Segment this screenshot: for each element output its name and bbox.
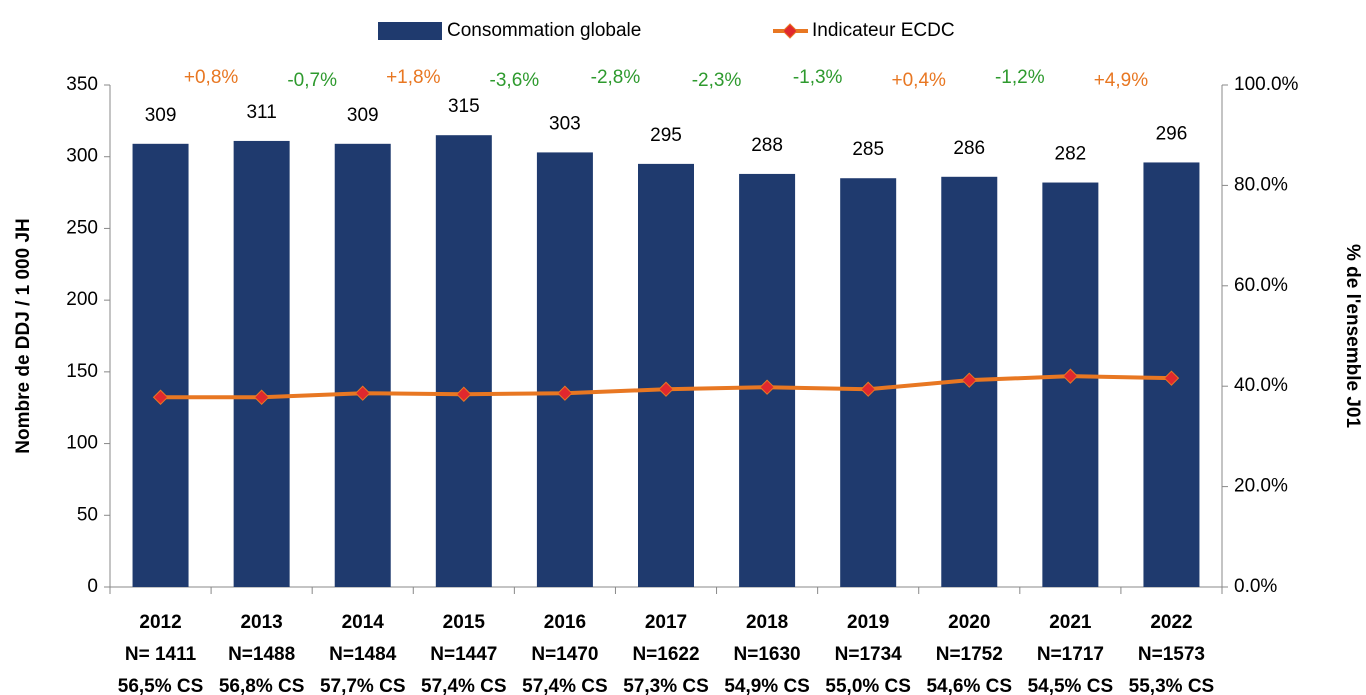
- y2-tick-label: 0.0%: [1234, 576, 1277, 597]
- line-marker: [759, 379, 775, 395]
- x-cs-label: 57,4% CS: [522, 676, 608, 695]
- y-tick-label: 350: [66, 74, 98, 95]
- change-annotation: -2,3%: [692, 70, 742, 91]
- bar-value-label: 288: [751, 135, 783, 156]
- y-axis-title: Nombre de DDJ / 1 000 JH: [13, 218, 34, 453]
- bar-value-label: 296: [1156, 123, 1188, 144]
- x-n-label: N=1630: [734, 644, 801, 665]
- x-n-label: N=1484: [329, 644, 397, 665]
- change-annotation: +0,4%: [892, 70, 947, 91]
- y-tick-label: 150: [66, 361, 98, 382]
- line-marker: [1163, 370, 1180, 386]
- x-n-label: N=1752: [936, 644, 1003, 665]
- legend-label: Consommation globale: [447, 20, 641, 41]
- change-annotation: -1,3%: [793, 67, 843, 88]
- x-tick-label: 2019: [847, 612, 889, 633]
- line-marker: [557, 385, 573, 401]
- y-tick-label: 200: [66, 289, 98, 310]
- line-marker: [1062, 368, 1079, 384]
- x-n-label: N=1447: [430, 644, 497, 665]
- x-n-label: N=1470: [531, 644, 598, 665]
- x-tick-label: 2013: [240, 612, 282, 633]
- x-tick-label: 2020: [948, 612, 990, 633]
- x-tick-label: 2016: [544, 612, 586, 633]
- x-cs-label: 57,4% CS: [421, 676, 507, 695]
- bar: [435, 135, 492, 587]
- x-n-label: N=1734: [835, 644, 903, 665]
- line-marker: [658, 381, 674, 397]
- x-n-label: N=1622: [632, 644, 699, 665]
- x-cs-label: 55,0% CS: [825, 676, 911, 695]
- change-annotation: -3,6%: [490, 70, 540, 91]
- bar-value-label: 309: [145, 105, 177, 126]
- x-cs-label: 55,3% CS: [1129, 676, 1215, 695]
- x-cs-label: 56,5% CS: [118, 676, 204, 695]
- x-n-label: N=1717: [1037, 644, 1104, 665]
- x-cs-label: 56,8% CS: [219, 676, 305, 695]
- x-tick-label: 2018: [746, 612, 788, 633]
- bar-value-label: 282: [1055, 144, 1087, 165]
- bar: [233, 140, 290, 588]
- y-tick-label: 250: [66, 217, 98, 238]
- x-n-label: N= 1411: [125, 644, 197, 665]
- x-tick-label: 2014: [342, 612, 385, 633]
- line-marker: [253, 389, 270, 405]
- bar: [638, 163, 694, 587]
- bar: [132, 143, 189, 587]
- change-annotation: +0,8%: [184, 67, 239, 88]
- line-marker: [152, 389, 169, 405]
- x-tick-label: 2015: [443, 612, 486, 633]
- y2-axis-title: % de l'ensemble J01: [1342, 244, 1363, 428]
- bar-value-label: 295: [650, 125, 682, 146]
- bar-value-label: 303: [549, 113, 581, 134]
- y2-tick-label: 40.0%: [1234, 375, 1288, 396]
- bar: [536, 152, 593, 587]
- line-marker: [456, 386, 472, 402]
- x-tick-label: 2012: [139, 612, 181, 633]
- legend-swatch: [782, 23, 798, 39]
- x-cs-label: 54,9% CS: [724, 676, 810, 695]
- bar-value-label: 285: [852, 139, 884, 160]
- change-annotation: -0,7%: [287, 70, 337, 91]
- bar-value-label: 315: [448, 96, 480, 117]
- change-annotation: +1,8%: [386, 67, 441, 88]
- y-tick-label: 100: [66, 433, 98, 454]
- line-marker: [355, 385, 371, 401]
- x-cs-label: 54,6% CS: [926, 676, 1012, 695]
- y-tick-label: 0: [87, 576, 98, 597]
- y2-tick-label: 80.0%: [1234, 174, 1288, 195]
- y2-tick-label: 20.0%: [1234, 476, 1288, 497]
- legend-label: Indicateur ECDC: [812, 20, 955, 41]
- bar-value-label: 286: [953, 138, 985, 159]
- x-tick-label: 2021: [1049, 612, 1092, 633]
- x-tick-label: 2022: [1150, 612, 1192, 633]
- x-n-label: N=1573: [1138, 644, 1205, 665]
- x-cs-label: 54,5% CS: [1028, 676, 1114, 695]
- x-tick-label: 2017: [645, 612, 687, 633]
- y2-tick-label: 100.0%: [1234, 74, 1299, 95]
- x-cs-label: 57,7% CS: [320, 676, 406, 695]
- bar: [1042, 182, 1099, 587]
- change-annotation: +4,9%: [1094, 70, 1149, 91]
- y-tick-label: 300: [66, 146, 98, 167]
- x-n-label: N=1488: [228, 644, 295, 665]
- y-tick-label: 50: [77, 504, 98, 525]
- bar-value-label: 309: [347, 105, 379, 126]
- change-annotation: -1,2%: [995, 67, 1045, 88]
- change-annotation: -2,8%: [591, 67, 641, 88]
- bar-value-label: 311: [246, 102, 276, 123]
- legend-swatch: [378, 22, 442, 40]
- line-marker: [860, 381, 876, 397]
- bar: [334, 143, 391, 587]
- x-cs-label: 57,3% CS: [623, 676, 709, 695]
- y2-tick-label: 60.0%: [1234, 275, 1288, 296]
- line-marker: [961, 372, 977, 388]
